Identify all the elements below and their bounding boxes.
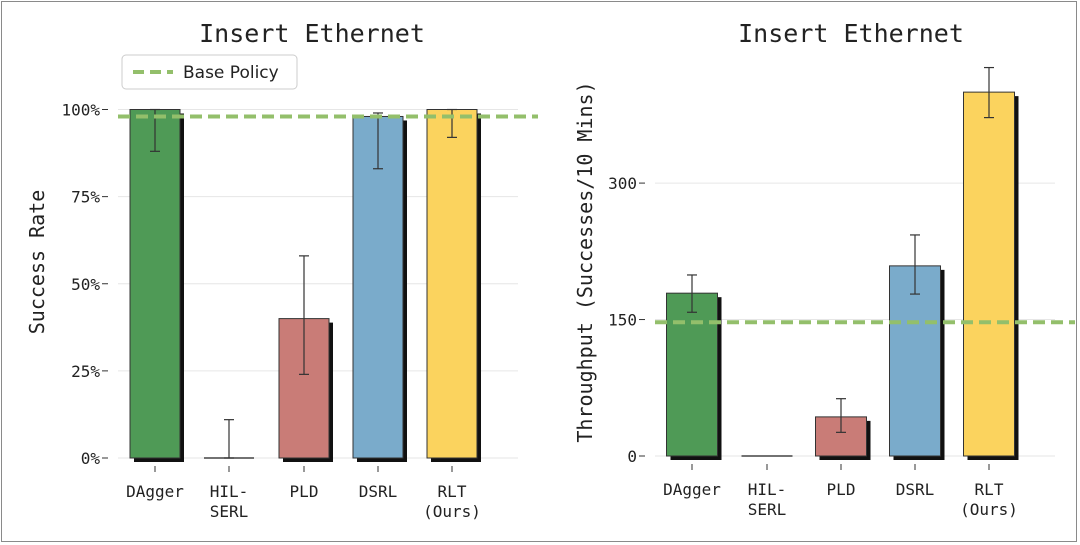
y-tick-label: 75% — [71, 188, 100, 207]
x-tick-label: RLT — [975, 480, 1004, 499]
right-y-axis-label: Throughput (Successes/10 Mins) — [573, 81, 597, 442]
y-tick-label: 50% — [71, 275, 100, 294]
y-tick-label: 300 — [608, 174, 637, 193]
x-tick-label: (Ours) — [423, 502, 481, 521]
x-tick-label: SERL — [210, 502, 249, 521]
bar — [963, 91, 1015, 457]
x-tick-label: (Ours) — [960, 500, 1018, 519]
bar — [426, 109, 478, 459]
y-tick-label: 100% — [61, 101, 100, 120]
x-tick-label: PLD — [827, 480, 856, 499]
right-x-ticks: DAgger HIL-SERL PLD DSRL RLT(Ours) — [663, 464, 1018, 519]
x-tick-label: SERL — [748, 500, 787, 519]
bar — [352, 115, 404, 459]
legend-box — [121, 54, 298, 90]
bar — [889, 265, 941, 457]
legend-label: Base Policy — [183, 63, 279, 83]
right-chart-title: Insert Ethernet — [738, 19, 964, 48]
left-y-ticks: 0% 25% 50% 75% 100% — [61, 101, 108, 468]
x-tick-label: RLT — [438, 482, 467, 501]
left-chart-title: Insert Ethernet — [199, 19, 425, 48]
left-x-ticks: DAgger HIL-SERL PLD DSRL RLT(Ours) — [126, 466, 481, 521]
left-panel: Insert Ethernet Success Rate 0% 25% 50% 75%… — [25, 19, 538, 521]
y-tick-label: 0% — [81, 449, 101, 468]
x-tick-label: DAgger — [126, 482, 184, 501]
x-tick-label: PLD — [290, 482, 319, 501]
y-tick-label: 25% — [71, 362, 100, 381]
right-error-bars — [687, 66, 994, 433]
bar — [666, 292, 718, 457]
x-tick-label: DSRL — [896, 480, 935, 499]
left-error-bars — [150, 108, 457, 459]
left-y-axis-label: Success Rate — [25, 190, 49, 335]
right-bars — [666, 91, 1019, 461]
right-y-ticks: 0 150 300 — [608, 174, 645, 466]
x-tick-label: HIL- — [210, 482, 249, 501]
x-tick-label: DAgger — [663, 480, 721, 499]
y-tick-label: 150 — [608, 311, 637, 330]
right-panel: Insert Ethernet Throughput (Successes/10… — [573, 19, 1075, 519]
legend: Base Policy — [121, 54, 298, 90]
x-tick-label: HIL- — [748, 480, 787, 499]
left-bars — [129, 109, 481, 462]
y-tick-label: 0 — [627, 447, 637, 466]
x-tick-label: DSRL — [359, 482, 398, 501]
bar — [129, 109, 181, 459]
